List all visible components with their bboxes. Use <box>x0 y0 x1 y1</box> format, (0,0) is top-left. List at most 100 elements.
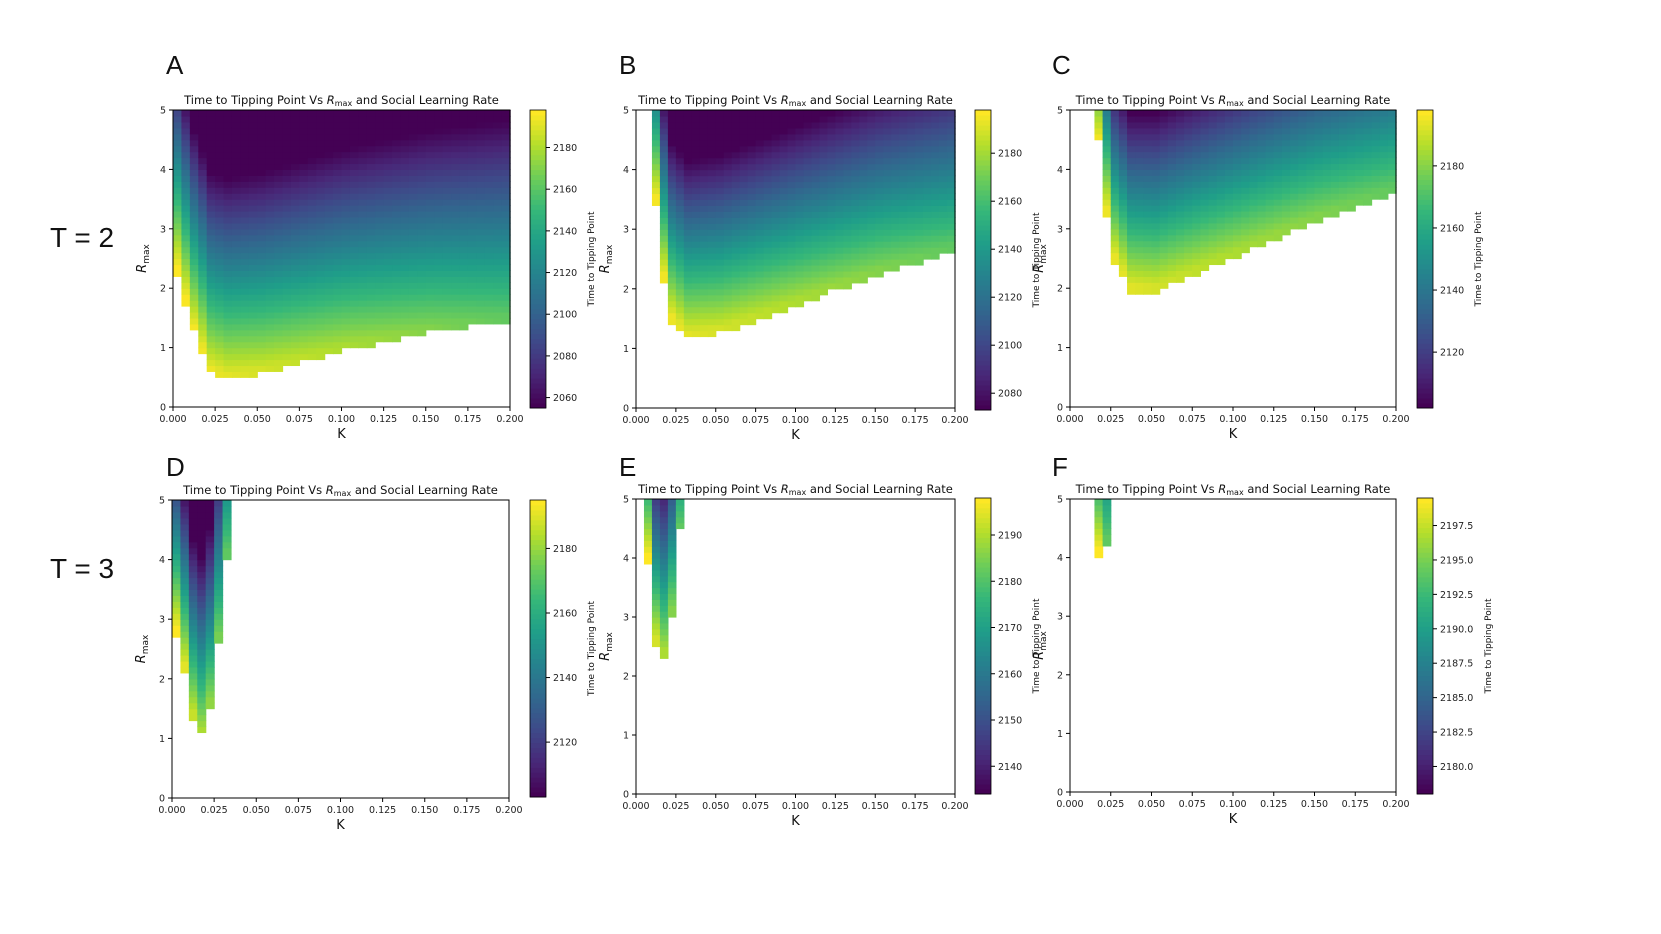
heatmap-cell <box>215 151 225 159</box>
heatmap-cell <box>392 222 402 230</box>
heatmap-cell <box>1118 199 1128 206</box>
heatmap-cell <box>265 157 275 165</box>
heatmap-cell <box>181 157 191 165</box>
heatmap-cell <box>501 110 511 117</box>
heatmap-cell <box>1135 139 1144 147</box>
heatmap-cell <box>1216 199 1226 206</box>
heatmap-cell <box>223 353 233 361</box>
heatmap-cell <box>707 133 717 141</box>
colorbar-segment <box>1417 591 1433 598</box>
heatmap-cell <box>851 199 860 206</box>
heatmap-cell <box>1241 139 1250 147</box>
heatmap-cell <box>392 133 402 141</box>
heatmap-cell <box>231 169 241 176</box>
heatmap-cell <box>307 199 317 206</box>
heatmap-cell <box>1257 240 1267 248</box>
heatmap-cell <box>206 222 216 230</box>
row-label-t3: T = 3 <box>50 553 115 584</box>
heatmap-cell <box>795 294 805 302</box>
heatmap-cell <box>827 235 836 242</box>
heatmap-cell <box>188 607 198 614</box>
heatmap-cell <box>755 163 765 171</box>
heatmap-cell <box>408 294 418 301</box>
heatmap-cell <box>947 169 956 177</box>
heatmap-cell <box>771 223 781 230</box>
heatmap-cell <box>265 294 275 301</box>
heatmap-cell <box>290 216 300 224</box>
heatmap-cell <box>1094 545 1104 553</box>
heatmap-cell <box>1192 234 1201 242</box>
heatmap-cell <box>484 311 494 319</box>
heatmap-cell <box>400 264 410 271</box>
heatmap-cell <box>299 270 309 277</box>
heatmap-cell <box>763 264 773 272</box>
heatmap-cell <box>501 205 511 212</box>
heatmap-cell <box>1224 133 1234 141</box>
heatmap-cell <box>265 353 275 361</box>
colorbar-segment <box>1417 631 1433 637</box>
heatmap-cell <box>659 581 669 589</box>
colorbar-segment <box>530 722 546 729</box>
heatmap-cell <box>248 270 258 277</box>
heatmap-cell <box>1322 193 1332 200</box>
heatmap-cell <box>843 235 852 242</box>
heatmap-cell <box>739 187 749 195</box>
heatmap-cell <box>299 163 309 170</box>
heatmap-cell <box>1355 175 1364 182</box>
colorbar-tick-label: 2120 <box>998 293 1022 304</box>
heatmap-cell <box>1281 169 1291 176</box>
heatmap-cell <box>747 294 757 302</box>
heatmap-cell <box>1322 127 1332 135</box>
heatmap-cell <box>691 330 701 338</box>
colorbar-segment <box>1417 268 1433 275</box>
heatmap-cell <box>1290 181 1299 188</box>
heatmap-cell <box>299 306 309 313</box>
heatmap-cell <box>307 110 317 117</box>
heatmap-cell <box>715 270 725 278</box>
heatmap-cell <box>827 282 836 290</box>
heatmap-cell <box>198 181 208 188</box>
heatmap-cell <box>257 335 267 343</box>
heatmap-cell <box>434 294 444 301</box>
heatmap-cell <box>851 187 860 195</box>
heatmap-cell <box>434 193 444 200</box>
heatmap-cell <box>675 276 685 284</box>
heatmap-cell <box>333 234 343 242</box>
heatmap-cell <box>755 247 765 254</box>
heatmap-cell <box>358 252 368 260</box>
colorbar-segment <box>1417 754 1433 760</box>
heatmap-cell <box>231 335 241 343</box>
heatmap-cell <box>683 306 693 314</box>
heatmap-cell <box>1249 151 1259 159</box>
heatmap-cell <box>493 193 503 200</box>
heatmap-cell <box>274 127 284 135</box>
heatmap-cell <box>349 139 359 147</box>
heatmap-cell <box>358 157 368 165</box>
heatmap-cell <box>731 151 741 159</box>
heatmap-cell <box>803 127 813 135</box>
heatmap-cell <box>755 181 765 189</box>
heatmap-cell <box>231 127 241 135</box>
heatmap-cell <box>400 300 410 307</box>
heatmap-cell <box>915 151 924 159</box>
colorbar-tick-label: 2160 <box>1440 223 1464 234</box>
y-axis-label: Rmax <box>135 243 152 272</box>
heatmap-cell <box>715 312 725 320</box>
heatmap-cell <box>1159 133 1169 141</box>
heatmap-cell <box>1159 115 1169 123</box>
colorbar-segment <box>530 298 546 305</box>
heatmap-cell <box>659 145 669 153</box>
heatmap-cell <box>667 169 677 177</box>
heatmap-cell <box>222 511 232 519</box>
heatmap-cell <box>835 199 844 206</box>
heatmap-cell <box>188 654 198 662</box>
heatmap-cell <box>715 300 725 308</box>
heatmap-cell <box>1200 216 1210 224</box>
colorbar-segment <box>1417 199 1433 205</box>
heatmap-cell <box>223 163 233 170</box>
heatmap-cell <box>1143 127 1153 135</box>
heatmap-cell <box>290 193 300 200</box>
heatmap-cell <box>442 205 452 212</box>
heatmap-cell <box>827 247 836 254</box>
heatmap-cell <box>731 294 741 302</box>
